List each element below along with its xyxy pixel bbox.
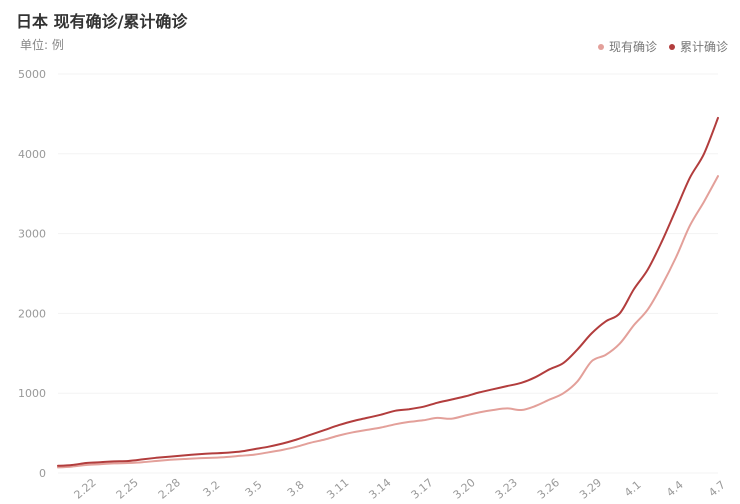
unit-label: 单位: 例 — [20, 38, 64, 52]
y-tick-label: 4000 — [18, 148, 46, 161]
legend-label-current: 现有确诊 — [608, 40, 657, 54]
x-tick-label: 3.2 — [201, 478, 223, 499]
x-tick-label: 2.25 — [114, 476, 141, 502]
x-tick-label: 2.22 — [72, 476, 99, 502]
legend-item-current[interactable]: 现有确诊 — [597, 38, 657, 55]
legend: 现有确诊 累计确诊 — [597, 38, 728, 55]
y-tick-label: 1000 — [18, 387, 46, 400]
series-line-cumulative — [57, 116, 719, 467]
x-tick-label: 3.29 — [577, 476, 604, 502]
x-tick-label: 3.26 — [535, 476, 562, 502]
x-tick-label: 2.28 — [156, 476, 183, 502]
x-tick-label: 4.7 — [706, 478, 728, 499]
x-tick-label: 4.1 — [622, 478, 644, 499]
x-tick-label: 3.8 — [285, 478, 307, 499]
x-tick-label: 3.20 — [451, 476, 478, 502]
legend-item-cumulative[interactable]: 累计确诊 — [668, 38, 728, 55]
x-tick-label: 3.23 — [493, 476, 520, 502]
legend-dot-cumulative — [668, 43, 675, 50]
series-line-current — [57, 175, 719, 469]
legend-dot-current — [597, 43, 604, 50]
y-tick-label: 3000 — [18, 228, 46, 241]
chart-title: 日本 现有确诊/累计确诊 — [16, 12, 188, 31]
x-tick-label: 3.14 — [366, 476, 393, 502]
y-tick-label: 2000 — [18, 307, 46, 320]
y-tick-label: 0 — [39, 467, 46, 480]
x-tick-label: 4.4 — [664, 478, 686, 499]
x-tick-label: 3.17 — [409, 476, 436, 502]
x-tick-label: 3.5 — [243, 478, 265, 499]
y-tick-label: 5000 — [18, 68, 46, 81]
legend-label-cumulative: 累计确诊 — [679, 40, 728, 54]
x-tick-label: 3.11 — [324, 476, 351, 502]
